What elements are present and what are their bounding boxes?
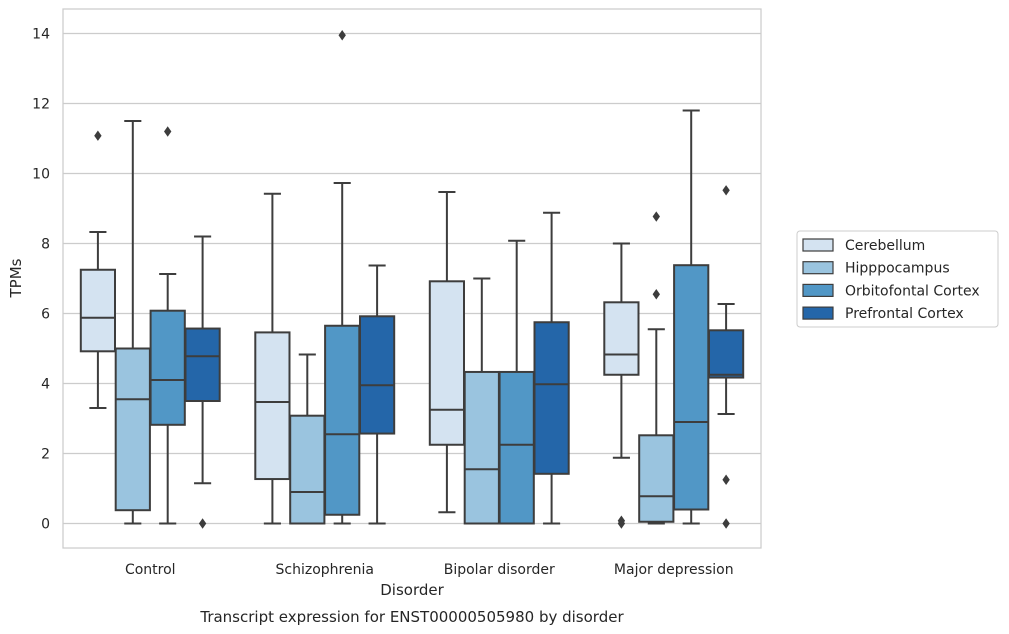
box-1-0 xyxy=(114,120,151,525)
y-tick-labels: 0 2 4 6 8 10 12 14 xyxy=(32,27,50,533)
outlier-point xyxy=(722,518,730,529)
legend-label: Orbitofontal Cortex xyxy=(845,283,980,299)
x-axis-label: Disorder xyxy=(380,581,444,599)
x-tick-label: Bipolar disorder xyxy=(444,562,555,578)
box-0-1 xyxy=(254,192,291,525)
outlier-point xyxy=(198,518,207,529)
plot-frame xyxy=(62,8,762,549)
box-0-2 xyxy=(428,191,466,514)
legend-frame xyxy=(796,230,999,328)
y-tick-label: 4 xyxy=(41,377,50,393)
series-1 xyxy=(114,120,675,525)
box-iqr xyxy=(533,321,570,475)
y-tick-label: 8 xyxy=(41,237,50,253)
box-iqr xyxy=(324,324,361,516)
legend-label: Hipppocampus xyxy=(845,261,950,277)
box-iqr xyxy=(498,370,535,525)
outlier-point xyxy=(617,515,626,526)
box-iqr xyxy=(428,280,466,446)
series-0 xyxy=(79,130,640,529)
box-iqr xyxy=(289,414,326,525)
series-3 xyxy=(184,185,745,529)
y-tick-label: 0 xyxy=(41,517,50,533)
box-1-1 xyxy=(289,353,326,525)
x-tick-labels: Control Schizophrenia Bipolar disorder Majo… xyxy=(125,562,734,578)
box-2-2 xyxy=(498,239,535,525)
box-iqr xyxy=(707,329,745,379)
x-tick-label: Schizophrenia xyxy=(276,562,374,578)
box-iqr xyxy=(603,301,640,376)
box-2-1 xyxy=(324,30,361,525)
y-tick-label: 10 xyxy=(32,167,50,183)
outlier-point xyxy=(338,30,346,41)
legend-label: Cerebellum xyxy=(845,238,925,254)
x-tick-label: Major depression xyxy=(614,562,734,578)
chart-caption: Transcript expression for ENST0000050598… xyxy=(199,608,624,626)
box-3-1 xyxy=(358,264,396,525)
box-iqr xyxy=(673,264,710,511)
x-tick-label: Control xyxy=(125,562,176,578)
box-3-2 xyxy=(533,211,570,525)
box-iqr xyxy=(463,370,500,525)
box-1-3 xyxy=(638,211,675,525)
box-iqr xyxy=(638,434,675,523)
outlier-point xyxy=(722,185,730,196)
outlier-point xyxy=(164,126,172,137)
box-iqr xyxy=(254,331,291,481)
series-2 xyxy=(149,30,710,525)
outlier-point xyxy=(652,289,660,300)
y-axis-label: TPMs xyxy=(7,258,25,298)
box-iqr xyxy=(114,347,151,512)
outlier-point xyxy=(722,474,730,485)
legend: Cerebellum Hipppocampus Orbitofontal Corte… xyxy=(796,230,999,328)
outlier-point xyxy=(652,211,660,222)
box-0-3 xyxy=(603,242,640,529)
y-tick-label: 12 xyxy=(32,97,50,113)
box-series xyxy=(79,30,745,529)
box-2-0 xyxy=(149,126,186,525)
box-iqr xyxy=(184,327,221,402)
legend-swatch xyxy=(802,261,834,275)
box-iqr xyxy=(358,315,396,435)
y-tick-label: 14 xyxy=(32,27,50,43)
box-2-3 xyxy=(673,109,710,525)
box-iqr xyxy=(79,268,117,353)
y-tick-label: 2 xyxy=(41,447,50,463)
legend-swatch xyxy=(802,283,834,297)
box-iqr xyxy=(149,309,186,426)
legend-label: Prefrontal Cortex xyxy=(845,306,964,322)
box-3-0 xyxy=(184,235,221,529)
legend-swatch xyxy=(802,238,834,252)
y-tick-label: 6 xyxy=(41,307,50,323)
box-0-0 xyxy=(79,130,117,409)
legend-swatch xyxy=(802,306,834,320)
outlier-point xyxy=(94,130,102,141)
box-3-3 xyxy=(707,185,745,529)
